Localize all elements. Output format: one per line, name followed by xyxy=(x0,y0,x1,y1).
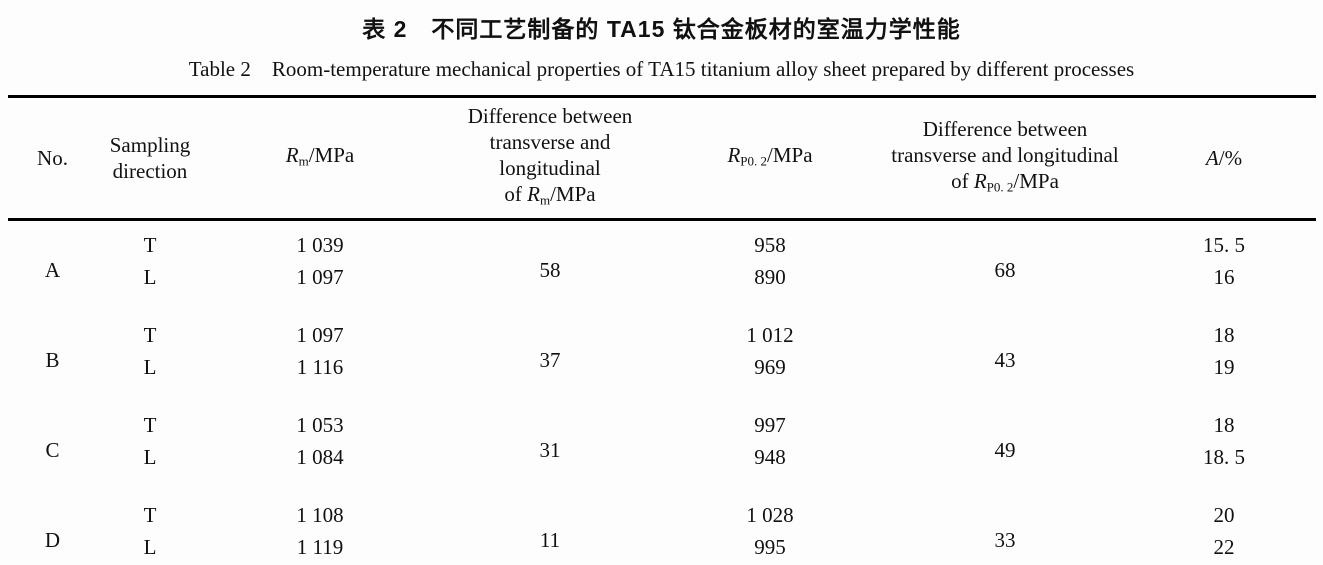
cell-direction: T xyxy=(143,413,157,438)
cell-direction: T xyxy=(143,503,157,528)
cell-rp02: 890 xyxy=(754,265,786,290)
table-row: B T 1 097 37 1 012 43 18 xyxy=(8,311,1316,372)
cell-rp02: 969 xyxy=(754,355,786,380)
cell-direction: L xyxy=(143,355,157,380)
cell-diff-rm: 58 xyxy=(539,258,561,283)
diff-rm-line1: Difference between xyxy=(467,104,633,128)
cell-rp02: 1 012 xyxy=(746,323,794,348)
table-row: A T 1 039 58 958 68 15. 5 xyxy=(8,220,1316,282)
cell-diff-rp02: 33 xyxy=(994,528,1016,553)
table-row: L 1 119 995 22 xyxy=(8,531,1316,565)
cell-elongation: 18 xyxy=(1213,323,1235,348)
table-caption-english: Table 2 Room-temperature mechanical prop… xyxy=(188,57,1135,81)
cell-diff-rp02: 68 xyxy=(994,258,1016,283)
sampling-line1: Sampling xyxy=(109,133,191,158)
table-row: C T 1 053 31 997 49 18 xyxy=(8,401,1316,462)
diff-rp02-line3: of RP0. 2/MPa xyxy=(878,168,1133,200)
diff-rp02-symbol: R xyxy=(973,169,987,193)
cell-rm: 1 097 xyxy=(296,265,344,290)
elongation-symbol: A xyxy=(1205,146,1219,171)
rp02-symbol: R xyxy=(727,143,741,167)
cell-rm: 1 097 xyxy=(296,323,344,348)
cell-rp02: 1 028 xyxy=(746,503,794,528)
col-header-elongation: A/% xyxy=(1133,97,1316,220)
cell-direction: L xyxy=(143,535,157,560)
cell-rm: 1 116 xyxy=(296,355,344,380)
diff-rp02-subscript: P0. 2 xyxy=(986,179,1014,195)
table-group-B: B T 1 097 37 1 012 43 18 L 1 116 969 19 xyxy=(8,311,1316,401)
diff-rm-symbol: R xyxy=(527,182,540,206)
col-header-diff-rm: Difference between transverse and longit… xyxy=(438,97,663,220)
cell-rm: 1 108 xyxy=(296,503,344,528)
cell-direction: L xyxy=(143,265,157,290)
cell-diff-rm: 31 xyxy=(539,438,561,463)
col-header-diff-rp02: Difference between transverse and longit… xyxy=(878,97,1133,220)
diff-rm-line2: transverse and longitudinal xyxy=(489,130,611,180)
cell-elongation: 22 xyxy=(1213,535,1235,560)
diff-rm-line3: of Rm/MPa xyxy=(438,181,663,213)
table-row: L 1 084 948 18. 5 xyxy=(8,441,1316,491)
cell-rm: 1 053 xyxy=(296,413,344,438)
col-header-sampling-direction: Sampling direction xyxy=(98,97,203,220)
cell-no: B xyxy=(45,348,60,373)
elongation-unit: /% xyxy=(1218,146,1243,171)
cell-elongation: 18. 5 xyxy=(1203,445,1245,470)
cell-rp02: 997 xyxy=(754,413,786,438)
cell-rm: 1 039 xyxy=(296,233,344,258)
diff-rp02-line1: Difference between xyxy=(922,117,1088,141)
cell-elongation: 15. 5 xyxy=(1203,233,1245,258)
cell-rp02: 995 xyxy=(754,535,786,560)
sampling-line2: direction xyxy=(112,159,188,184)
table-header: No. Sampling direction Rm/MPa Difference… xyxy=(7,97,1316,220)
cell-diff-rp02: 43 xyxy=(994,348,1016,373)
cell-no: C xyxy=(45,438,60,463)
cell-elongation: 16 xyxy=(1213,265,1235,290)
table-caption-chinese: 表 2 不同工艺制备的 TA15 钛合金板材的室温力学性能 xyxy=(362,16,961,42)
rm-unit: /MPa xyxy=(308,143,355,167)
table-row: D T 1 108 11 1 028 33 20 xyxy=(8,491,1316,552)
cell-diff-rm: 37 xyxy=(539,348,561,373)
cell-elongation: 20 xyxy=(1213,503,1235,528)
table-group-C: C T 1 053 31 997 49 18 L 1 084 948 18. 5 xyxy=(8,401,1316,491)
diff-rp02-line2: transverse and longitudinal xyxy=(891,143,1119,167)
diff-rp02-of: of xyxy=(951,169,974,193)
rm-symbol: R xyxy=(285,143,299,167)
cell-direction: T xyxy=(143,233,157,258)
cell-rp02: 958 xyxy=(754,233,786,258)
cell-rm: 1 084 xyxy=(296,445,344,470)
cell-elongation: 19 xyxy=(1213,355,1235,380)
diff-rp02-unit: /MPa xyxy=(1013,169,1059,193)
cell-diff-rp02: 49 xyxy=(994,438,1016,463)
table-group-A: A T 1 039 58 958 68 15. 5 L 1 097 890 16 xyxy=(8,220,1316,312)
cell-no: A xyxy=(44,258,61,283)
cell-elongation: 18 xyxy=(1213,413,1235,438)
diff-rm-subscript: m xyxy=(539,192,551,208)
rp02-subscript: P0. 2 xyxy=(740,153,768,169)
table-row: L 1 097 890 16 xyxy=(8,261,1316,311)
col-header-rm: Rm/MPa xyxy=(203,97,438,220)
rp02-unit: /MPa xyxy=(767,143,813,167)
cell-rp02: 948 xyxy=(754,445,786,470)
cell-rm: 1 119 xyxy=(296,535,344,560)
col-header-no: No. xyxy=(37,146,68,171)
cell-diff-rm: 11 xyxy=(539,528,561,553)
cell-direction: L xyxy=(143,445,157,470)
mechanical-properties-table: No. Sampling direction Rm/MPa Difference… xyxy=(7,95,1316,565)
rm-subscript: m xyxy=(298,153,309,169)
diff-rm-unit: /MPa xyxy=(550,182,596,206)
diff-rm-of: of xyxy=(504,182,528,206)
table-group-D: D T 1 108 11 1 028 33 20 L 1 119 995 22 xyxy=(8,491,1316,565)
table-row: L 1 116 969 19 xyxy=(8,351,1316,401)
col-header-rp02: RP0. 2/MPa xyxy=(663,97,878,220)
cell-direction: T xyxy=(143,323,157,348)
cell-no: D xyxy=(44,528,61,553)
